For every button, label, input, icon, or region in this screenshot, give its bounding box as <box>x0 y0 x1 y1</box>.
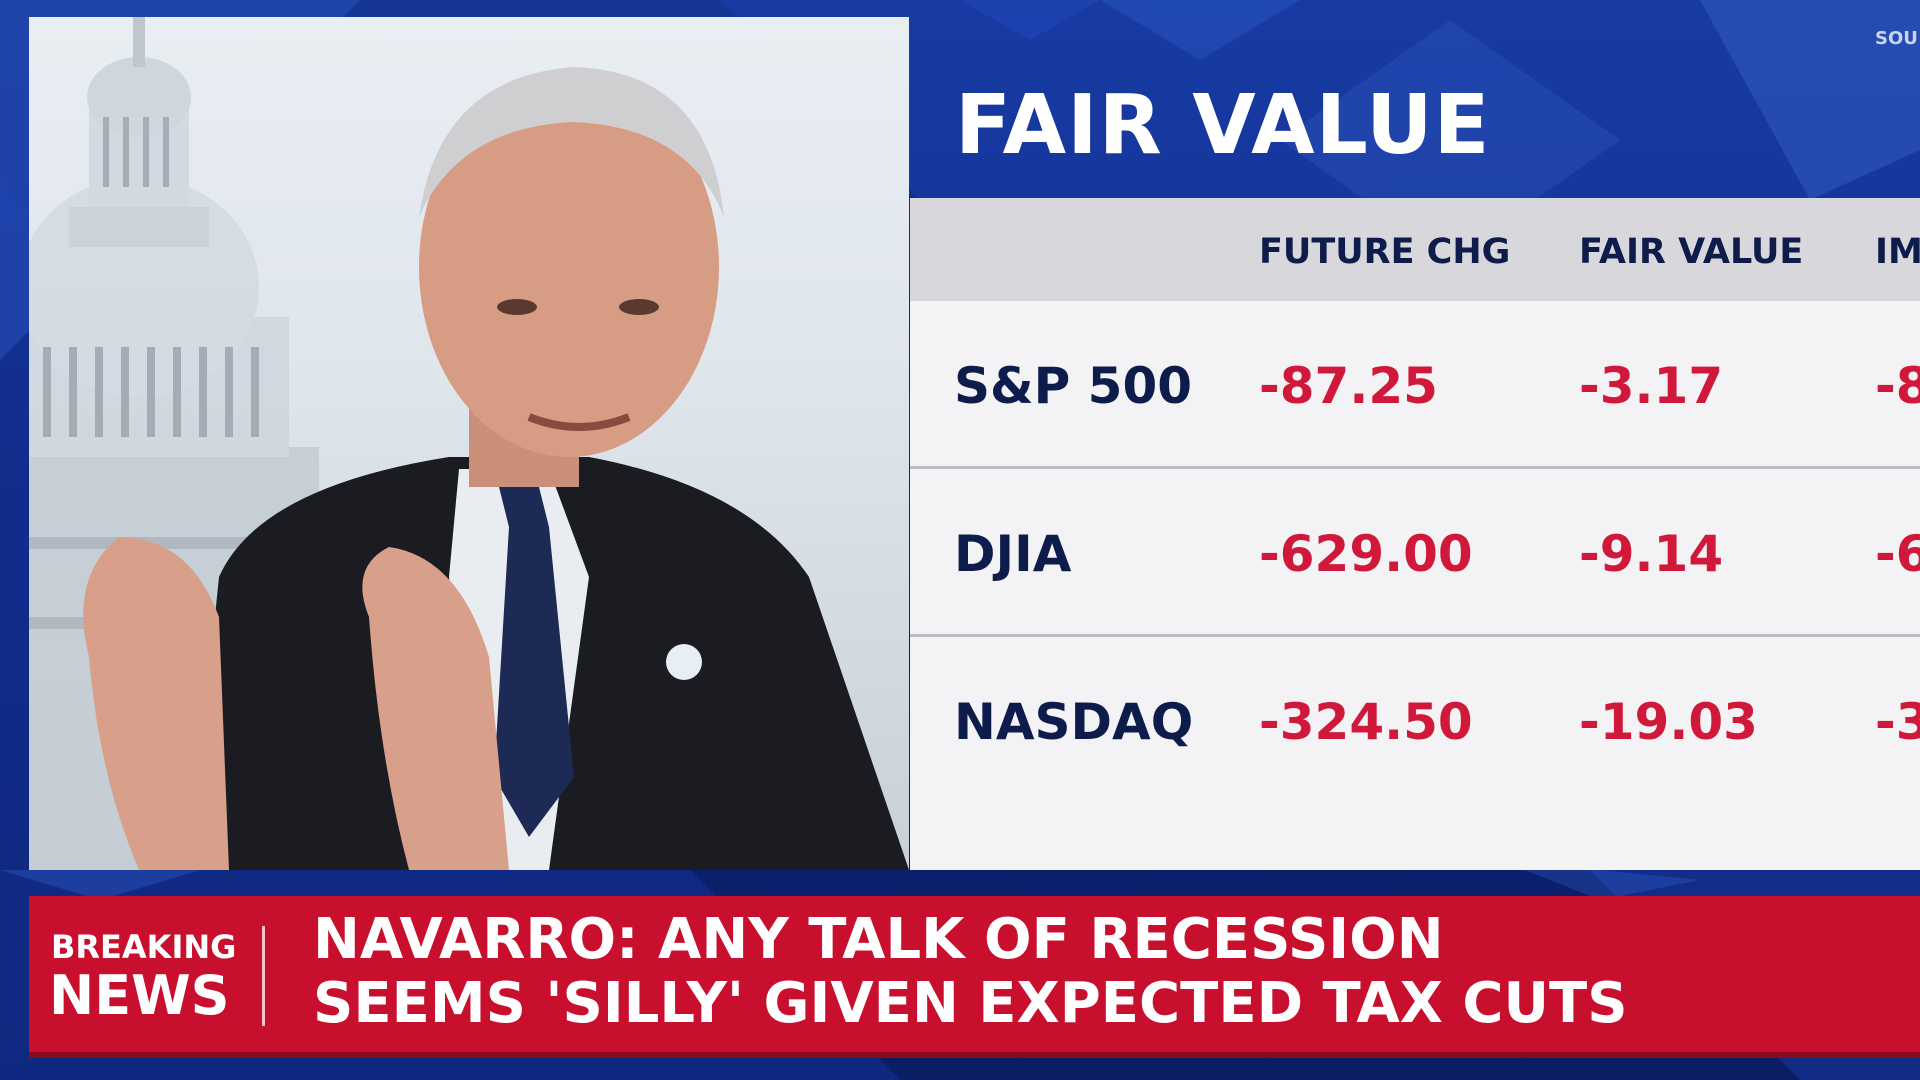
index-name: NASDAQ <box>954 693 1194 751</box>
table-row: DJIA -629.00 -9.14 -6 <box>910 469 1920 637</box>
table-header: FUTURE CHG FAIR VALUE IM <box>910 198 1920 301</box>
future-chg-value: -324.50 <box>1259 693 1473 751</box>
implied-value: -8 <box>1875 357 1920 415</box>
breaking-label: BREAKING <box>51 928 237 966</box>
headline-line-2: SEEMS 'SILLY' GIVEN EXPECTED TAX CUTS <box>313 971 1628 1036</box>
news-label: NEWS <box>49 964 230 1027</box>
table-row: S&P 500 -87.25 -3.17 -8 <box>910 301 1920 469</box>
column-header-implied: IM <box>1875 232 1920 272</box>
fair-value-value: -3.17 <box>1579 357 1724 415</box>
source-label: SOU <box>1875 28 1918 49</box>
news-bar-shadow <box>29 1052 1920 1058</box>
breaking-news-bar: BREAKING NEWS NAVARRO: ANY TALK OF RECES… <box>29 896 1920 1052</box>
row-divider <box>910 634 1920 637</box>
future-chg-value: -87.25 <box>1259 357 1438 415</box>
implied-value: -3 <box>1875 693 1920 751</box>
implied-value: -6 <box>1875 525 1920 583</box>
interview-scene <box>29 17 909 870</box>
fair-value-table: FUTURE CHG FAIR VALUE IM S&P 500 -87.25 … <box>910 198 1920 870</box>
column-header-future-chg: FUTURE CHG <box>1259 232 1511 272</box>
headline-line-1: NAVARRO: ANY TALK OF RECESSION <box>313 907 1444 972</box>
bar-divider <box>262 926 265 1026</box>
row-divider <box>910 466 1920 469</box>
video-frame <box>29 17 909 870</box>
fair-value-value: -19.03 <box>1579 693 1758 751</box>
index-name: DJIA <box>954 525 1072 583</box>
table-row: NASDAQ -324.50 -19.03 -3 <box>910 637 1920 805</box>
panel-title: FAIR VALUE <box>955 78 1491 173</box>
headline: NAVARRO: ANY TALK OF RECESSION SEEMS 'SI… <box>313 908 1628 1036</box>
future-chg-value: -629.00 <box>1259 525 1473 583</box>
index-name: S&P 500 <box>954 357 1193 415</box>
column-header-fair-value: FAIR VALUE <box>1579 232 1804 272</box>
fair-value-value: -9.14 <box>1579 525 1724 583</box>
